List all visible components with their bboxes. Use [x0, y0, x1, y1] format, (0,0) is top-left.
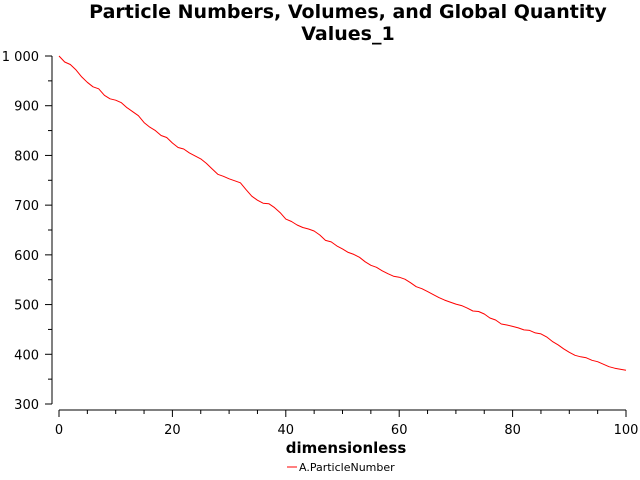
legend-label: A.ParticleNumber — [299, 461, 395, 474]
y-tick-label: 800 — [14, 149, 39, 164]
chart-title-line-2: Values_1 — [301, 23, 394, 45]
y-tick-label: 400 — [14, 348, 39, 363]
chart-title-line-1: Particle Numbers, Volumes, and Global Qu… — [89, 1, 607, 23]
y-tick-label: 900 — [14, 100, 39, 115]
x-tick-label: 80 — [504, 423, 521, 438]
x-tick-label: 20 — [164, 423, 181, 438]
x-axis: 0 20 40 60 80 100 — [55, 409, 639, 438]
x-tick-label: 0 — [55, 423, 63, 438]
x-axis-title: dimensionless — [286, 439, 407, 457]
y-tick-label: 300 — [14, 398, 39, 413]
legend: A.ParticleNumber — [287, 461, 395, 474]
y-tick-label: 600 — [14, 249, 39, 264]
plot-area — [58, 55, 627, 371]
y-tick-label: 1 000 — [2, 50, 39, 65]
y-tick-label: 700 — [14, 199, 39, 214]
x-tick-label: 40 — [278, 423, 295, 438]
y-axis: 300 400 500 600 700 800 900 1 000 — [2, 50, 53, 413]
x-tick-label: 60 — [391, 423, 408, 438]
series-line-0 — [58, 55, 627, 371]
y-tick-label: 500 — [14, 299, 39, 314]
x-tick-label: 100 — [614, 423, 639, 438]
